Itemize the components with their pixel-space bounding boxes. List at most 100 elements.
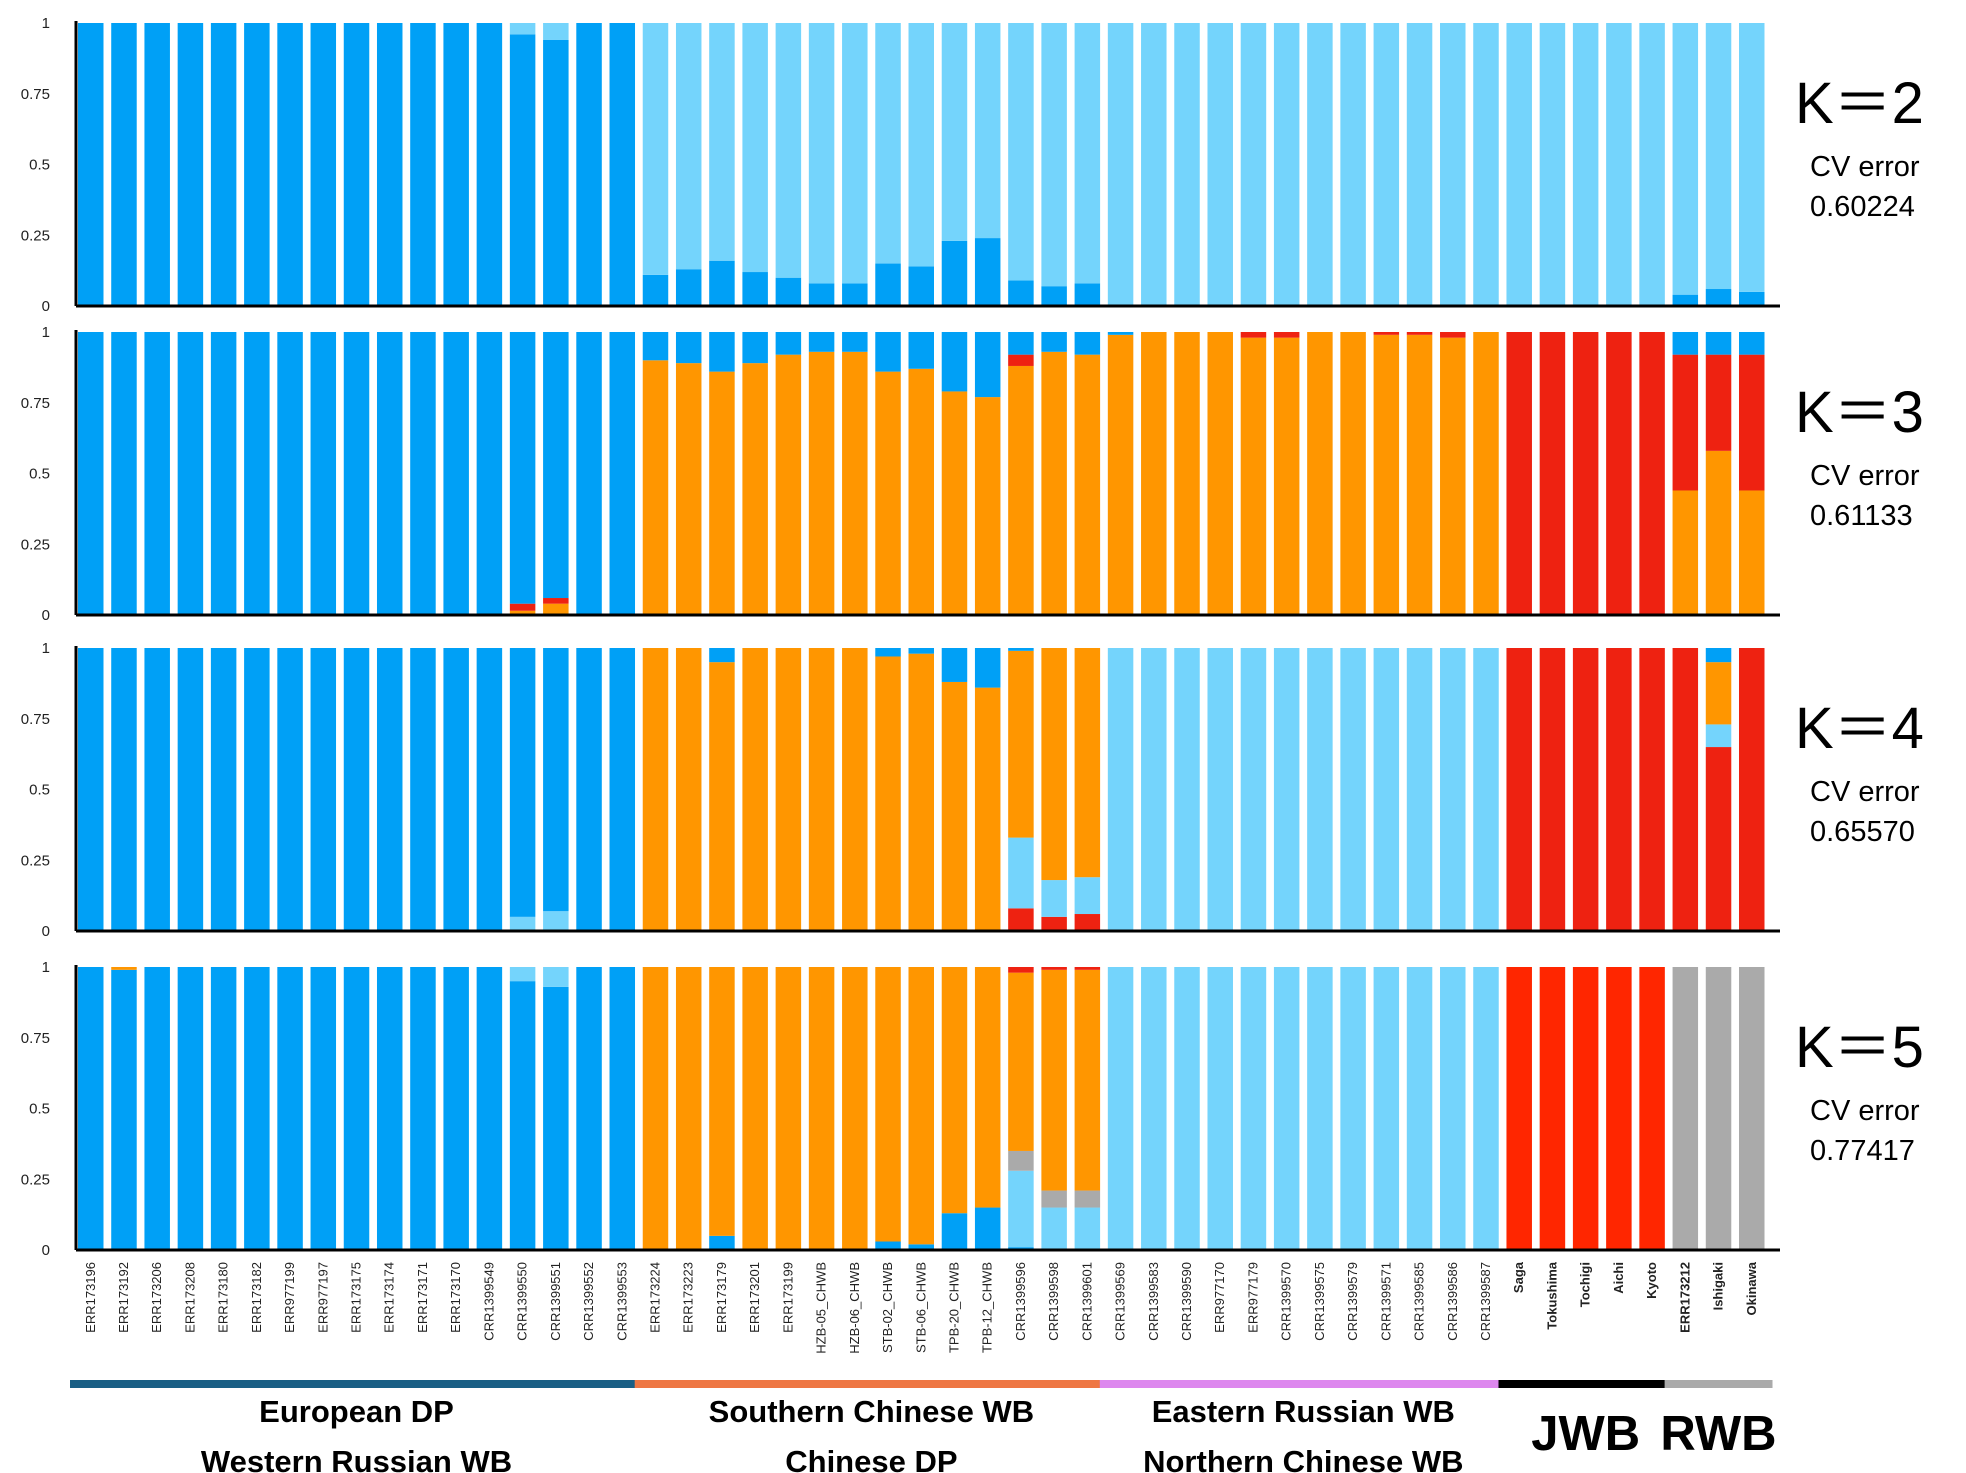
y-tick-label: 0.25 <box>21 227 50 244</box>
bar-segment <box>1307 648 1333 931</box>
bar-segment <box>1008 908 1034 931</box>
bar-segment <box>908 1244 934 1250</box>
sample-label: CRR1399596 <box>1013 1262 1028 1341</box>
bar-segment <box>875 23 901 264</box>
bar-segment <box>1373 334 1400 615</box>
bar-segment <box>775 354 802 615</box>
bar-segment <box>1739 354 1765 491</box>
bar-segment <box>376 332 403 615</box>
bar-segment <box>709 662 735 931</box>
cv-error-label: CV error <box>1810 776 1920 808</box>
sample-label: STB-02_CHWB <box>880 1262 895 1353</box>
bar-segment <box>244 648 270 931</box>
bar-segment <box>1074 23 1101 284</box>
bar-segment <box>1074 283 1101 306</box>
y-tick-label: 0.25 <box>21 1171 50 1188</box>
bar-segment <box>1639 648 1665 931</box>
sample-label: Okinawa <box>1744 1261 1759 1315</box>
bar-segment <box>1705 747 1732 931</box>
bar-segment <box>509 603 536 611</box>
bar-segment <box>875 371 901 615</box>
bar-segment <box>1506 648 1532 931</box>
bar-segment <box>210 332 237 615</box>
bar-segment <box>742 648 768 931</box>
bar-segment <box>443 967 469 1250</box>
bar-segment <box>941 1213 968 1250</box>
bar-segment <box>244 967 270 1250</box>
group-label: Chinese DP <box>785 1444 957 1473</box>
bar-segment <box>1705 354 1732 451</box>
sample-label: ERR173171 <box>415 1262 430 1333</box>
bar-segment <box>1672 294 1699 306</box>
bar-segment <box>144 648 170 931</box>
bar-segment <box>742 332 768 364</box>
sample-label: CRR1399583 <box>1146 1262 1161 1341</box>
bar-segment <box>343 648 370 931</box>
bar-segment <box>543 648 569 912</box>
bar-segment <box>576 332 602 615</box>
y-tick-label: 0.75 <box>21 395 50 412</box>
bar-segment <box>675 363 702 615</box>
k-label: K＝5 <box>1795 1015 1924 1080</box>
bar-segment <box>1074 967 1101 970</box>
bar-segment <box>709 23 735 261</box>
sample-label: Ishigaki <box>1711 1262 1726 1310</box>
bar-segment <box>1473 967 1499 1250</box>
bar-segment <box>1074 969 1101 1191</box>
bar-segment <box>1008 365 1034 615</box>
sample-label: ERR173223 <box>681 1262 696 1333</box>
bar-segment <box>1008 972 1034 1151</box>
bar-segment <box>576 648 602 931</box>
bar-segment <box>875 656 901 931</box>
bar-segment <box>1008 650 1034 838</box>
bar-segment <box>443 648 469 931</box>
bar-segment <box>642 23 669 275</box>
bar-segment <box>675 269 702 306</box>
bar-segment <box>443 23 469 306</box>
bar-segment <box>543 967 569 987</box>
bar-segment <box>1074 332 1101 355</box>
bar-segment <box>1340 332 1366 615</box>
bar-segment <box>1273 332 1300 338</box>
y-tick-label: 0.5 <box>29 157 50 174</box>
sample-label: Saga <box>1511 1261 1526 1293</box>
bar-segment <box>808 648 835 931</box>
bar-segment <box>1008 332 1034 355</box>
sample-label: CRR1399551 <box>548 1262 563 1341</box>
y-tick-label: 0 <box>42 923 50 940</box>
bar-segment <box>908 332 934 369</box>
bar-segment <box>974 23 1001 239</box>
bar-segment <box>775 332 802 355</box>
bar-segment <box>1406 967 1433 1250</box>
bar-segment <box>1273 967 1300 1250</box>
bar-segment <box>144 967 170 1250</box>
bar-segment <box>1207 967 1233 1250</box>
bar-segment <box>1041 286 1067 306</box>
bar-segment <box>642 274 669 306</box>
bar-segment <box>1705 450 1732 615</box>
bar-segment <box>1639 23 1665 306</box>
bar-segment <box>543 39 569 306</box>
sample-label: CRR1399569 <box>1113 1262 1128 1341</box>
bar-segment <box>543 603 569 615</box>
bar-segment <box>1539 332 1566 615</box>
bar-segment <box>1506 332 1532 615</box>
bar-segment <box>1639 967 1665 1250</box>
y-tick-label: 1 <box>42 15 50 32</box>
bar-segment <box>642 360 669 615</box>
bar-segment <box>476 332 503 615</box>
bar-segment <box>1373 967 1400 1250</box>
bar-segment <box>111 967 137 970</box>
bar-segment <box>808 283 835 306</box>
sample-label: CRR1399598 <box>1046 1262 1061 1341</box>
bar-segment <box>675 967 702 1250</box>
sample-label: CRR1399579 <box>1345 1262 1360 1341</box>
bar-segment <box>1240 648 1267 931</box>
bar-segment <box>1273 23 1300 306</box>
bar-segment <box>974 687 1001 931</box>
bar-segment <box>1008 1170 1034 1248</box>
bar-segment <box>244 23 270 306</box>
cv-error-label: CV error <box>1810 151 1920 183</box>
bar-segment <box>1705 967 1732 1250</box>
